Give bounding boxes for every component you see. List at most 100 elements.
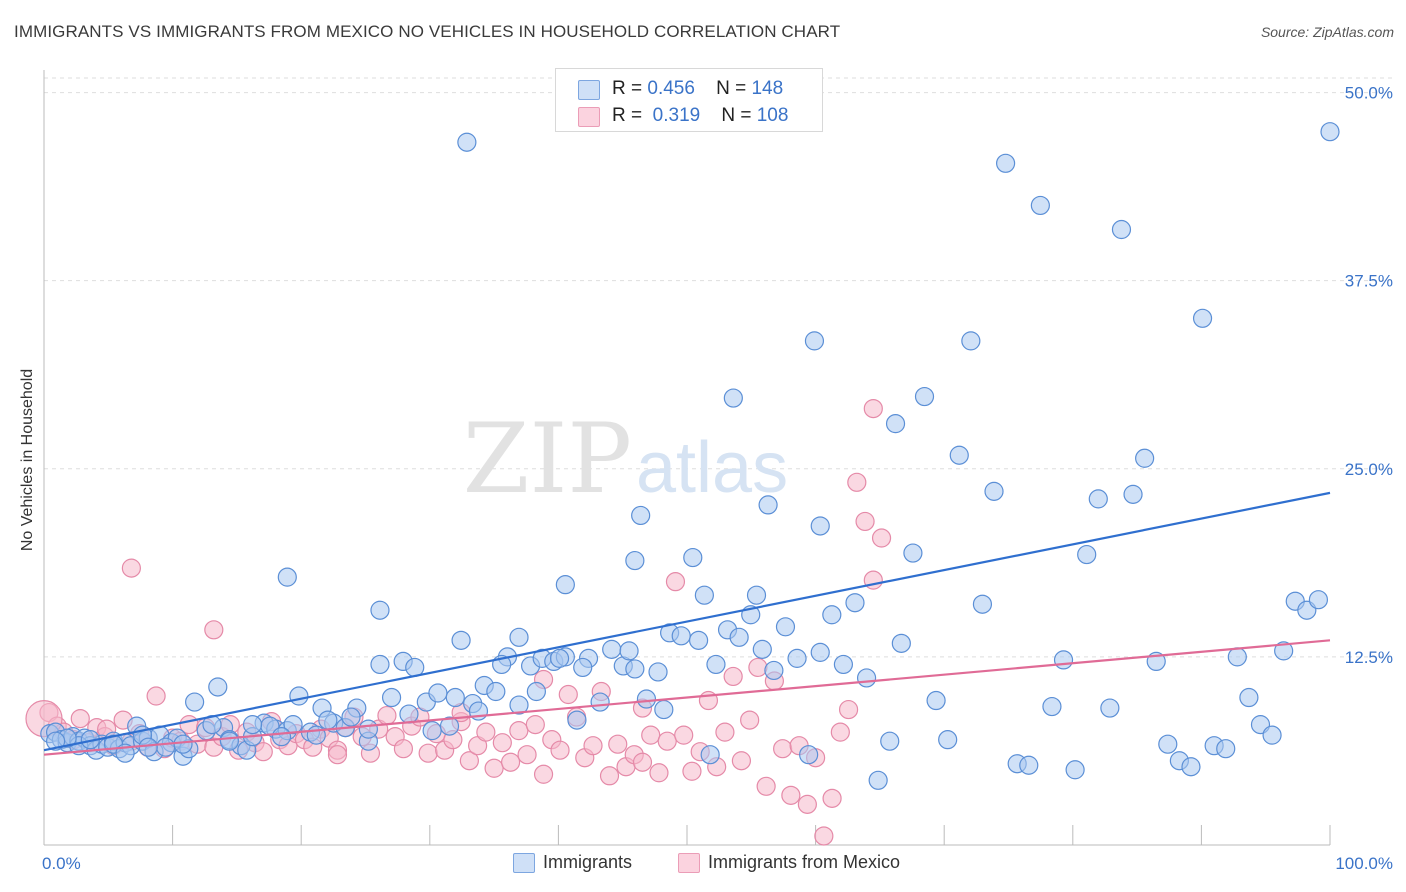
point-mexico [657,731,677,751]
point-immigrants [1181,757,1201,777]
point-immigrants [938,730,958,750]
point-mexico [682,761,702,781]
point-immigrants [694,585,714,605]
point-immigrants [486,681,506,702]
point-immigrants [509,627,529,647]
bottom-legend-label-mexico: Immigrants from Mexico [708,852,901,872]
legend-n-value: 108 [756,105,789,126]
legend-n-label: N = [721,105,752,126]
point-immigrants [856,668,877,688]
point-immigrants [723,388,743,408]
point-mexico [863,398,883,419]
legend-n-label: N = [716,78,747,99]
point-mexico [740,710,760,730]
point-immigrants [799,745,819,765]
watermark: ZIP atlas [463,403,788,515]
point-immigrants [399,704,419,724]
point-mexico [459,751,479,771]
point-mexico [632,752,653,772]
point-immigrants [1274,641,1294,661]
point-immigrants [810,642,830,662]
point-immigrants [1135,448,1155,468]
series-immigrants-points [40,122,1340,790]
point-mexico [525,715,545,735]
point-immigrants [885,414,906,434]
point-mexico [847,472,867,492]
point-immigrants [1320,122,1340,142]
bottom-legend-swatch-blue [513,853,535,873]
legend-r-value: 0.456 [647,78,695,99]
point-mexico [674,725,694,745]
point-mexico [377,705,397,726]
point-immigrants [996,153,1016,173]
point-immigrants [277,567,297,587]
point-immigrants [891,633,911,653]
point-immigrants [1019,755,1039,775]
point-immigrants [271,727,292,747]
point-mexico [814,826,834,846]
point-immigrants [1065,760,1085,780]
point-immigrants [156,737,176,757]
point-immigrants [903,543,923,563]
point-mexico [533,764,554,784]
point-immigrants [341,707,361,727]
point-mexico [649,763,669,783]
point-immigrants [370,600,390,620]
point-mexico [418,743,438,763]
point-immigrants [1042,696,1062,717]
point-mexico [641,725,661,745]
point-immigrants [318,710,338,730]
y-tick-label: 12.5% [1345,648,1393,667]
point-immigrants [1030,195,1050,216]
point-immigrants [625,550,645,571]
point-immigrants [648,662,668,682]
legend-n-value: 148 [751,78,784,99]
point-mexico [723,666,743,687]
point-immigrants [422,721,442,741]
point-mexico [253,742,273,762]
point-immigrants [242,715,263,735]
point-immigrants [1262,725,1282,745]
point-immigrants [173,734,193,754]
point-mexico [756,776,776,796]
point-immigrants [949,445,969,465]
point-mexico [797,794,817,814]
point-mexico [492,733,512,753]
point-mexico [500,752,521,772]
chart-title: IMMIGRANTS VS IMMIGRANTS FROM MEXICO NO … [14,22,841,41]
point-mexico [121,558,141,578]
point-immigrants [428,683,448,703]
point-immigrants [631,505,651,526]
point-mexico [484,758,504,778]
point-immigrants [671,626,691,646]
point-immigrants [289,686,309,706]
point-mexico [748,657,768,678]
point-immigrants [1192,308,1213,328]
point-immigrants [775,617,796,637]
legend: R = 0.456 N = 148 R = 0.319 N = 108 [555,68,823,132]
legend-text-mexico: R = 0.319 N = 108 [612,105,788,127]
point-mexico [715,722,735,742]
grid-lines [44,77,1394,658]
point-immigrants [654,699,674,720]
point-immigrants [549,648,570,668]
point-immigrants [1239,687,1259,708]
legend-swatch-blue [578,80,600,100]
point-immigrants [1077,544,1097,565]
point-mexico [393,739,414,759]
point-immigrants [1308,590,1329,610]
point-immigrants [567,710,587,730]
point-immigrants [555,575,575,595]
point-immigrants [185,692,205,712]
point-immigrants [509,695,529,715]
point-immigrants [804,331,825,351]
y-tick-label: 37.5% [1345,272,1393,291]
point-mexico [550,740,570,760]
point-immigrants [602,639,622,659]
point-mexico [509,721,529,741]
tick-labels: 12.5% 25.0% 37.5% 50.0% 0.0% 100.0% [42,84,1393,873]
point-immigrants [746,585,767,605]
point-immigrants [526,681,546,702]
point-mexico [665,572,686,592]
